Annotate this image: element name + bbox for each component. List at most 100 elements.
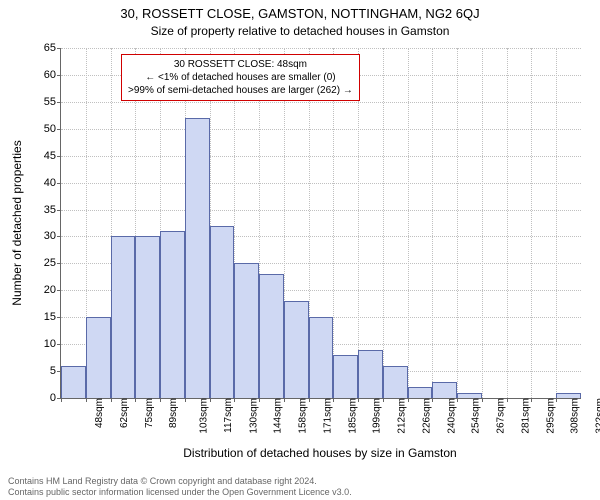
histogram-bar	[259, 274, 284, 398]
xtick-label: 267sqm	[496, 398, 507, 434]
page-subtitle: Size of property relative to detached ho…	[0, 24, 600, 38]
footer-attribution: Contains HM Land Registry data © Crown c…	[8, 476, 352, 499]
annotation-line3: >99% of semi-detached houses are larger …	[128, 84, 353, 97]
ytick-label: 55	[26, 96, 56, 108]
xtick-label: 89sqm	[168, 398, 179, 428]
gridline-v	[432, 48, 433, 398]
ytick-label: 0	[26, 392, 56, 404]
xtick-mark	[507, 398, 508, 402]
gridline-h	[61, 183, 581, 184]
xtick-mark	[284, 398, 285, 402]
annotation-line2: ← <1% of detached houses are smaller (0)	[128, 71, 353, 84]
annotation-line1: 30 ROSSETT CLOSE: 48sqm	[128, 58, 353, 71]
ytick-mark	[57, 48, 61, 49]
xtick-label: 308sqm	[570, 398, 581, 434]
xtick-mark	[234, 398, 235, 402]
x-axis-label: Distribution of detached houses by size …	[60, 446, 580, 460]
ytick-label: 65	[26, 42, 56, 54]
histogram-bar	[432, 382, 457, 398]
page-title: 30, ROSSETT CLOSE, GAMSTON, NOTTINGHAM, …	[0, 6, 600, 21]
ytick-mark	[57, 183, 61, 184]
ytick-label: 50	[26, 123, 56, 135]
xtick-label: 185sqm	[347, 398, 358, 434]
xtick-label: 62sqm	[119, 398, 130, 428]
ytick-label: 30	[26, 230, 56, 242]
xtick-mark	[86, 398, 87, 402]
xtick-label: 226sqm	[421, 398, 432, 434]
xtick-mark	[210, 398, 211, 402]
gridline-v	[556, 48, 557, 398]
gridline-v	[482, 48, 483, 398]
plot-area: 30 ROSSETT CLOSE: 48sqm ← <1% of detache…	[60, 48, 581, 399]
histogram-bar	[111, 236, 136, 398]
histogram-bar	[135, 236, 160, 398]
footer-line2: Contains public sector information licen…	[8, 487, 352, 498]
xtick-mark	[482, 398, 483, 402]
ytick-label: 60	[26, 69, 56, 81]
histogram-bar	[160, 231, 185, 398]
xtick-label: 322sqm	[595, 398, 600, 434]
histogram-bar	[284, 301, 309, 398]
xtick-label: 212sqm	[397, 398, 408, 434]
histogram-bar	[383, 366, 408, 398]
gridline-v	[457, 48, 458, 398]
histogram-bar	[358, 350, 383, 398]
xtick-label: 281sqm	[521, 398, 532, 434]
xtick-mark	[160, 398, 161, 402]
xtick-mark	[61, 398, 62, 402]
histogram-bar	[333, 355, 358, 398]
gridline-v	[531, 48, 532, 398]
xtick-label: 171sqm	[322, 398, 333, 434]
ytick-label: 20	[26, 284, 56, 296]
xtick-mark	[408, 398, 409, 402]
xtick-mark	[111, 398, 112, 402]
xtick-label: 158sqm	[298, 398, 309, 434]
ytick-label: 10	[26, 338, 56, 350]
ytick-label: 5	[26, 365, 56, 377]
xtick-label: 295sqm	[545, 398, 556, 434]
ytick-mark	[57, 263, 61, 264]
xtick-mark	[309, 398, 310, 402]
ytick-mark	[57, 75, 61, 76]
ytick-mark	[57, 210, 61, 211]
xtick-mark	[185, 398, 186, 402]
ytick-label: 25	[26, 257, 56, 269]
xtick-mark	[531, 398, 532, 402]
ytick-label: 15	[26, 311, 56, 323]
histogram-bar	[86, 317, 111, 398]
ytick-mark	[57, 344, 61, 345]
xtick-label: 103sqm	[199, 398, 210, 434]
histogram-bar	[61, 366, 86, 398]
xtick-mark	[135, 398, 136, 402]
ytick-mark	[57, 317, 61, 318]
histogram-bar	[210, 226, 235, 398]
gridline-h	[61, 210, 581, 211]
gridline-h	[61, 48, 581, 49]
ytick-label: 35	[26, 204, 56, 216]
ytick-mark	[57, 236, 61, 237]
ytick-label: 45	[26, 150, 56, 162]
xtick-label: 254sqm	[471, 398, 482, 434]
annotation-box: 30 ROSSETT CLOSE: 48sqm ← <1% of detache…	[121, 54, 360, 101]
histogram-bar	[408, 387, 433, 398]
histogram-bar	[185, 118, 210, 398]
xtick-label: 240sqm	[446, 398, 457, 434]
xtick-label: 75sqm	[144, 398, 155, 428]
xtick-label: 117sqm	[223, 398, 234, 433]
y-axis-label: Number of detached properties	[10, 48, 26, 398]
ytick-mark	[57, 156, 61, 157]
gridline-h	[61, 102, 581, 103]
xtick-label: 48sqm	[94, 398, 105, 428]
xtick-label: 144sqm	[273, 398, 284, 434]
ytick-mark	[57, 290, 61, 291]
xtick-label: 130sqm	[248, 398, 259, 434]
ytick-mark	[57, 129, 61, 130]
gridline-h	[61, 129, 581, 130]
histogram-bar	[234, 263, 259, 398]
chart-container: 30, ROSSETT CLOSE, GAMSTON, NOTTINGHAM, …	[0, 0, 600, 500]
xtick-label: 199sqm	[372, 398, 383, 434]
ytick-label: 40	[26, 177, 56, 189]
footer-line1: Contains HM Land Registry data © Crown c…	[8, 476, 352, 487]
xtick-mark	[383, 398, 384, 402]
histogram-bar	[309, 317, 334, 398]
